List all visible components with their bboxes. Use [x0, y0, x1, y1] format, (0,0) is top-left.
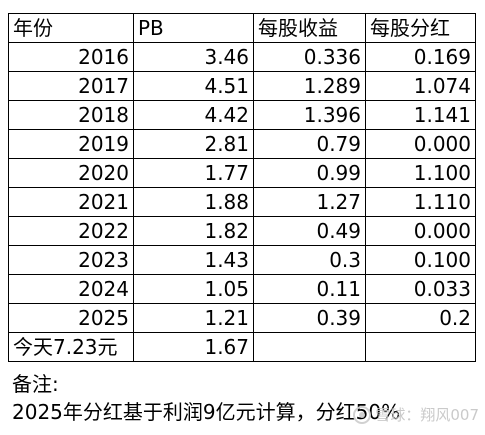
header-year[interactable]: 年份	[8, 13, 134, 43]
cell-dividend[interactable]: 0.033	[365, 274, 476, 304]
cell-year[interactable]: 2023	[8, 245, 134, 275]
header-row: 年份 PB 每股收益 每股分红	[8, 13, 476, 43]
dividend-table: 年份 PB 每股收益 每股分红 2016 3.46 0.336 0.169 20…	[8, 13, 476, 362]
cell-dividend[interactable]: 1.110	[365, 187, 476, 217]
cell-dividend[interactable]: 1.141	[365, 100, 476, 130]
cell-pb[interactable]: 3.46	[133, 42, 254, 72]
cell-pb[interactable]: 1.77	[133, 158, 254, 188]
table-row: 2017 4.51 1.289 1.074	[8, 71, 476, 101]
cell-dividend[interactable]: 0.100	[365, 245, 476, 275]
header-dividend[interactable]: 每股分红	[365, 13, 476, 43]
table-row: 2022 1.82 0.49 0.000	[8, 216, 476, 246]
cell-pb[interactable]: 1.82	[133, 216, 254, 246]
header-pb[interactable]: PB	[133, 13, 254, 43]
cell-year[interactable]: 2019	[8, 129, 134, 159]
table-row: 2019 2.81 0.79 0.000	[8, 129, 476, 159]
cell-year[interactable]: 2020	[8, 158, 134, 188]
cell-eps[interactable]: 1.396	[253, 100, 366, 130]
notes-block: 备注: 2025年分红基于利润9亿元计算，分红50%	[12, 370, 400, 426]
cell-dividend[interactable]: 0.169	[365, 42, 476, 72]
watermark: 雪球：翔风007	[353, 404, 479, 425]
cell-eps[interactable]: 0.39	[253, 303, 366, 333]
cell-pb[interactable]: 4.42	[133, 100, 254, 130]
notes-label: 备注:	[12, 372, 59, 396]
cell-year[interactable]: 2022	[8, 216, 134, 246]
cell-pb[interactable]: 1.43	[133, 245, 254, 275]
cell-year[interactable]: 2024	[8, 274, 134, 304]
cell-pb[interactable]: 2.81	[133, 129, 254, 159]
table-row: 2025 1.21 0.39 0.2	[8, 303, 476, 333]
table-row: 2023 1.43 0.3 0.100	[8, 245, 476, 275]
cell-eps[interactable]: 0.79	[253, 129, 366, 159]
cell-year[interactable]: 2018	[8, 100, 134, 130]
table-row: 2021 1.88 1.27 1.110	[8, 187, 476, 217]
cell-pb[interactable]: 1.88	[133, 187, 254, 217]
cell-pb[interactable]: 1.05	[133, 274, 254, 304]
cell-eps[interactable]: 1.27	[253, 187, 366, 217]
cell-dividend[interactable]: 1.074	[365, 71, 476, 101]
watermark-text: 雪球：翔风007	[375, 406, 479, 424]
table-row: 2024 1.05 0.11 0.033	[8, 274, 476, 304]
cell-pb[interactable]: 4.51	[133, 71, 254, 101]
today-row: 今天7.23元 1.67	[8, 332, 476, 362]
cell-dividend[interactable]: 1.100	[365, 158, 476, 188]
cell-today-pb[interactable]: 1.67	[133, 332, 254, 362]
table-row: 2020 1.77 0.99 1.100	[8, 158, 476, 188]
cell-dividend[interactable]: 0.2	[365, 303, 476, 333]
cell-dividend[interactable]: 0.000	[365, 216, 476, 246]
table-row: 2018 4.42 1.396 1.141	[8, 100, 476, 130]
cell-eps[interactable]: 0.336	[253, 42, 366, 72]
cell-eps[interactable]: 0.11	[253, 274, 366, 304]
cell-eps[interactable]: 0.99	[253, 158, 366, 188]
table-row: 2016 3.46 0.336 0.169	[8, 42, 476, 72]
cell-year[interactable]: 2025	[8, 303, 134, 333]
notes-text: 2025年分红基于利润9亿元计算，分红50%	[12, 400, 401, 424]
cell-pb[interactable]: 1.21	[133, 303, 254, 333]
cell-eps[interactable]: 0.49	[253, 216, 366, 246]
cell-year[interactable]: 2021	[8, 187, 134, 217]
cell-eps[interactable]: 0.3	[253, 245, 366, 275]
cell-dividend[interactable]: 0.000	[365, 129, 476, 159]
cell-today-eps[interactable]	[253, 332, 366, 362]
cell-eps[interactable]: 1.289	[253, 71, 366, 101]
cell-year[interactable]: 2017	[8, 71, 134, 101]
cell-today-label[interactable]: 今天7.23元	[8, 332, 134, 362]
cell-today-dividend[interactable]	[365, 332, 476, 362]
cell-year[interactable]: 2016	[8, 42, 134, 72]
header-eps[interactable]: 每股收益	[253, 13, 366, 43]
snowball-icon	[353, 405, 372, 424]
